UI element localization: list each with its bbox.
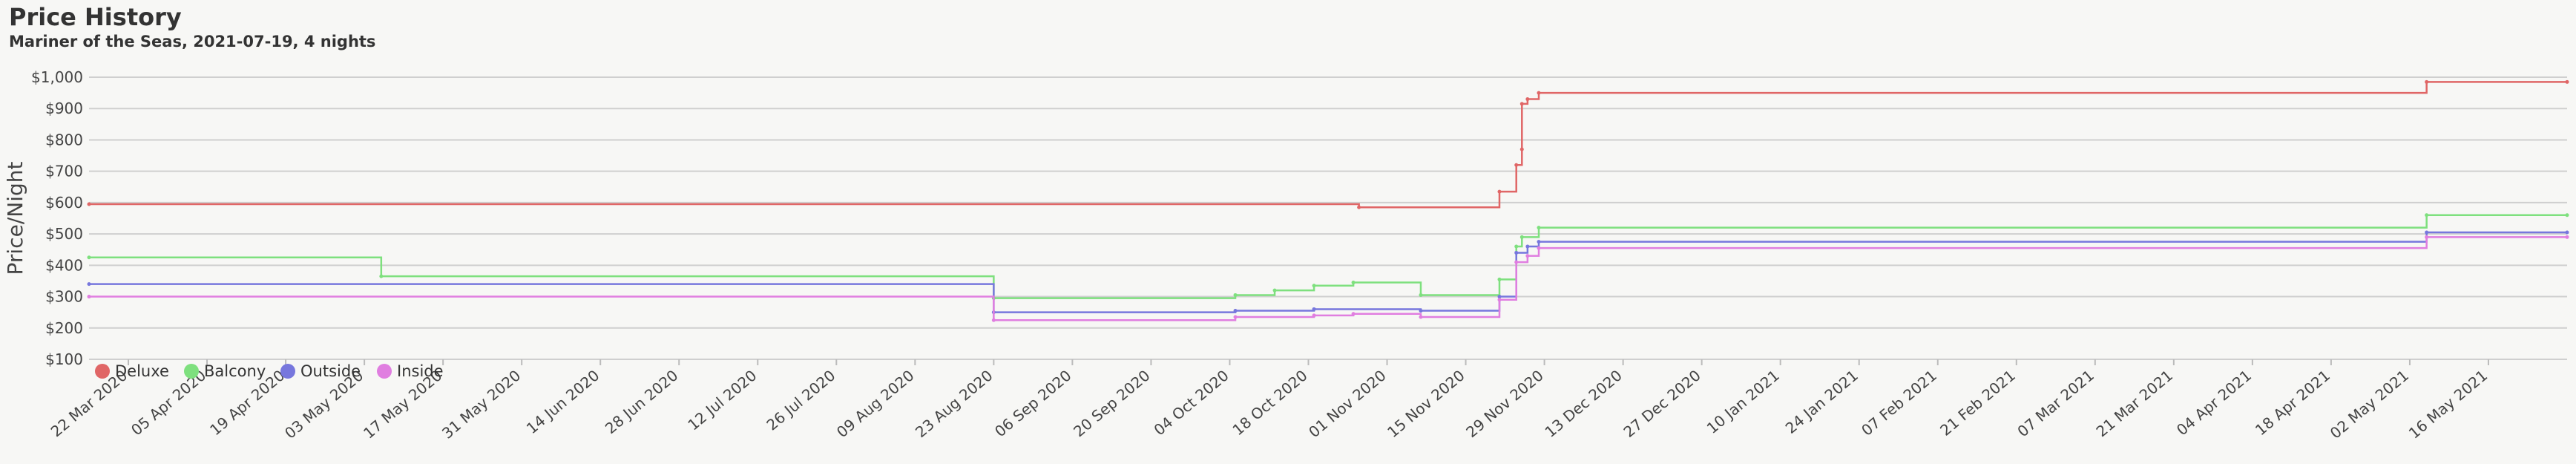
y-axis-title: Price/Night [3,162,27,275]
y-tick-label: $800 [45,131,83,148]
y-tick-label: $300 [45,288,83,306]
data-point-deluxe [1519,102,1524,106]
x-tick-label: 07 Feb 2021 [1858,366,1940,439]
data-point-deluxe [2425,79,2429,84]
data-point-deluxe [1519,147,1524,151]
legend-label-deluxe: Deluxe [115,362,169,380]
data-point-inside [87,295,91,299]
data-point-outside [1537,240,1541,244]
legend-swatch-balcony [184,364,199,379]
legend-swatch-deluxe [95,364,110,379]
data-point-balcony [1419,293,1423,297]
data-point-deluxe [1497,189,1502,194]
data-point-inside [2565,235,2569,239]
data-point-balcony [1272,288,1277,293]
data-point-deluxe [87,202,91,206]
data-point-balcony [1233,293,1238,297]
data-point-outside [1233,309,1238,313]
data-point-balcony [379,274,384,278]
data-point-outside [1525,244,1530,249]
x-tick-label: 16 May 2021 [2405,366,2491,442]
x-tick-label: 12 Jul 2020 [684,366,760,434]
data-point-outside [1312,307,1316,311]
page-subtitle: Mariner of the Seas, 2021-07-19, 4 night… [9,33,376,50]
legend-swatch-outside [280,364,295,379]
data-point-balcony [1351,281,1356,285]
legend-label-balcony: Balcony [204,362,266,380]
x-tick-label: 29 Nov 2020 [1462,366,1547,441]
x-tick-label: 18 Oct 2020 [1229,366,1311,439]
data-point-deluxe [1357,205,1361,209]
y-tick-label: $400 [45,256,83,274]
y-tick-label: $200 [45,319,83,337]
data-point-inside [1537,246,1541,250]
series-line-deluxe [89,81,2567,209]
y-tick-label: $100 [45,350,83,368]
legend-label-outside: Outside [300,362,361,380]
data-point-inside [1351,312,1356,316]
series-line-outside [89,231,2567,313]
data-point-inside [1514,260,1519,264]
x-tick-label: 27 Dec 2020 [1620,366,1704,441]
data-point-inside [1233,315,1238,319]
series-line-inside [89,236,2567,321]
data-point-outside [1514,250,1519,255]
data-point-inside [1312,313,1316,318]
x-tick-label: 20 Sep 2020 [1070,366,1154,440]
data-point-balcony [2425,213,2429,218]
x-tick-label: 02 May 2021 [2327,366,2412,442]
data-point-inside [2425,235,2429,239]
data-point-inside [1525,254,1530,258]
data-point-balcony [87,255,91,260]
data-point-outside [87,282,91,287]
data-point-outside [2565,230,2569,235]
x-tick-label: 15 Nov 2020 [1384,366,1468,441]
y-tick-label: $700 [45,163,83,180]
x-tick-label: 28 Jun 2020 [602,366,682,437]
data-point-outside [2425,230,2429,235]
data-point-deluxe [2565,79,2569,84]
x-tick-label: 21 Mar 2021 [2092,366,2176,440]
y-tick-label: $900 [45,99,83,117]
x-tick-label: 14 Jun 2020 [523,366,603,437]
y-tick-label: $500 [45,225,83,243]
data-point-balcony [1514,244,1519,249]
data-point-balcony [1519,235,1524,239]
data-point-balcony [1312,284,1316,288]
data-point-inside [991,318,996,322]
data-point-deluxe [1514,163,1519,167]
x-tick-label: 13 Dec 2020 [1542,366,1626,441]
data-point-inside [1497,298,1502,302]
x-tick-label: 01 Nov 2020 [1305,366,1390,441]
data-point-deluxe [1537,91,1541,95]
data-point-outside [1419,309,1423,313]
x-tick-label: 21 Feb 2021 [1936,366,2019,439]
x-tick-label: 04 Apr 2021 [2173,366,2255,439]
data-point-deluxe [1525,97,1530,102]
data-point-balcony [1497,277,1502,281]
y-tick-label: $1,000 [31,68,83,86]
legend-label-inside: Inside [397,362,444,380]
x-tick-label: 26 Jul 2020 [763,366,838,434]
x-tick-label: 23 Aug 2020 [912,366,996,441]
legend-swatch-inside [377,364,392,379]
data-point-outside [1497,295,1502,299]
data-point-inside [1419,315,1423,319]
series-line-balcony [89,214,2567,299]
x-tick-label: 07 Mar 2021 [2014,366,2097,440]
x-tick-label: 06 Sep 2020 [991,366,1075,440]
x-tick-label: 09 Aug 2020 [833,366,918,441]
data-point-balcony [2565,213,2569,218]
page-title: Price History [9,3,182,31]
x-tick-label: 18 Apr 2021 [2252,366,2333,439]
x-tick-label: 24 Jan 2021 [1782,366,1862,437]
x-tick-label: 10 Jan 2021 [1703,366,1783,437]
data-point-balcony [1537,226,1541,230]
x-tick-label: 31 May 2020 [438,366,524,442]
x-tick-label: 04 Oct 2020 [1151,366,1232,439]
y-tick-label: $600 [45,194,83,212]
